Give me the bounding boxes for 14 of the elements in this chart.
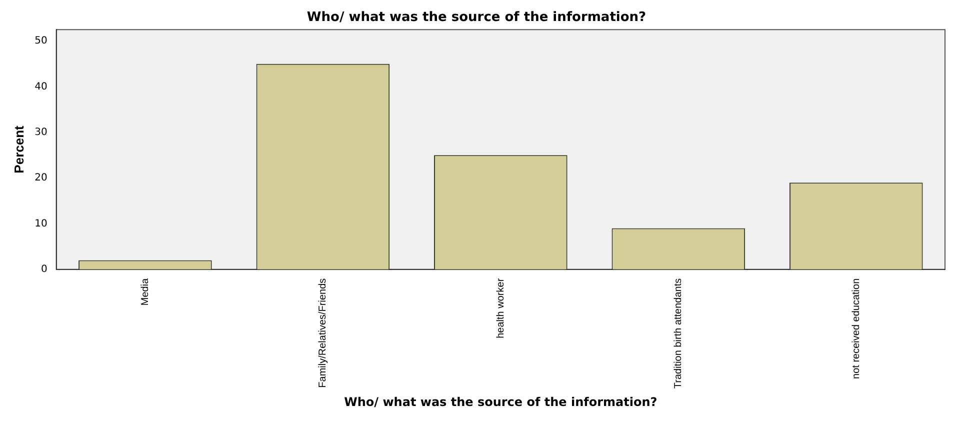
x-tick-label: Family/Relatives/Friends	[318, 278, 329, 388]
x-tick-label: Tradition birth attendants	[673, 278, 684, 389]
x-axis-title: Who/ what was the source of the information?	[344, 394, 658, 409]
y-tick-label: 10	[34, 218, 48, 230]
x-tick-label: Media	[140, 278, 151, 306]
y-tick-label: 30	[34, 126, 48, 138]
x-tick-label: health worker	[495, 278, 506, 338]
y-tick-label: 50	[34, 36, 48, 47]
y-tick-label: 0	[40, 264, 48, 275]
y-tick-label: 20	[34, 172, 48, 184]
x-tick-label: not received education	[850, 278, 862, 379]
chart-title: Who/ what was the source of the information?	[306, 10, 646, 26]
y-tick-label: 40	[34, 81, 48, 92]
y-axis-title: Percent	[11, 124, 26, 174]
